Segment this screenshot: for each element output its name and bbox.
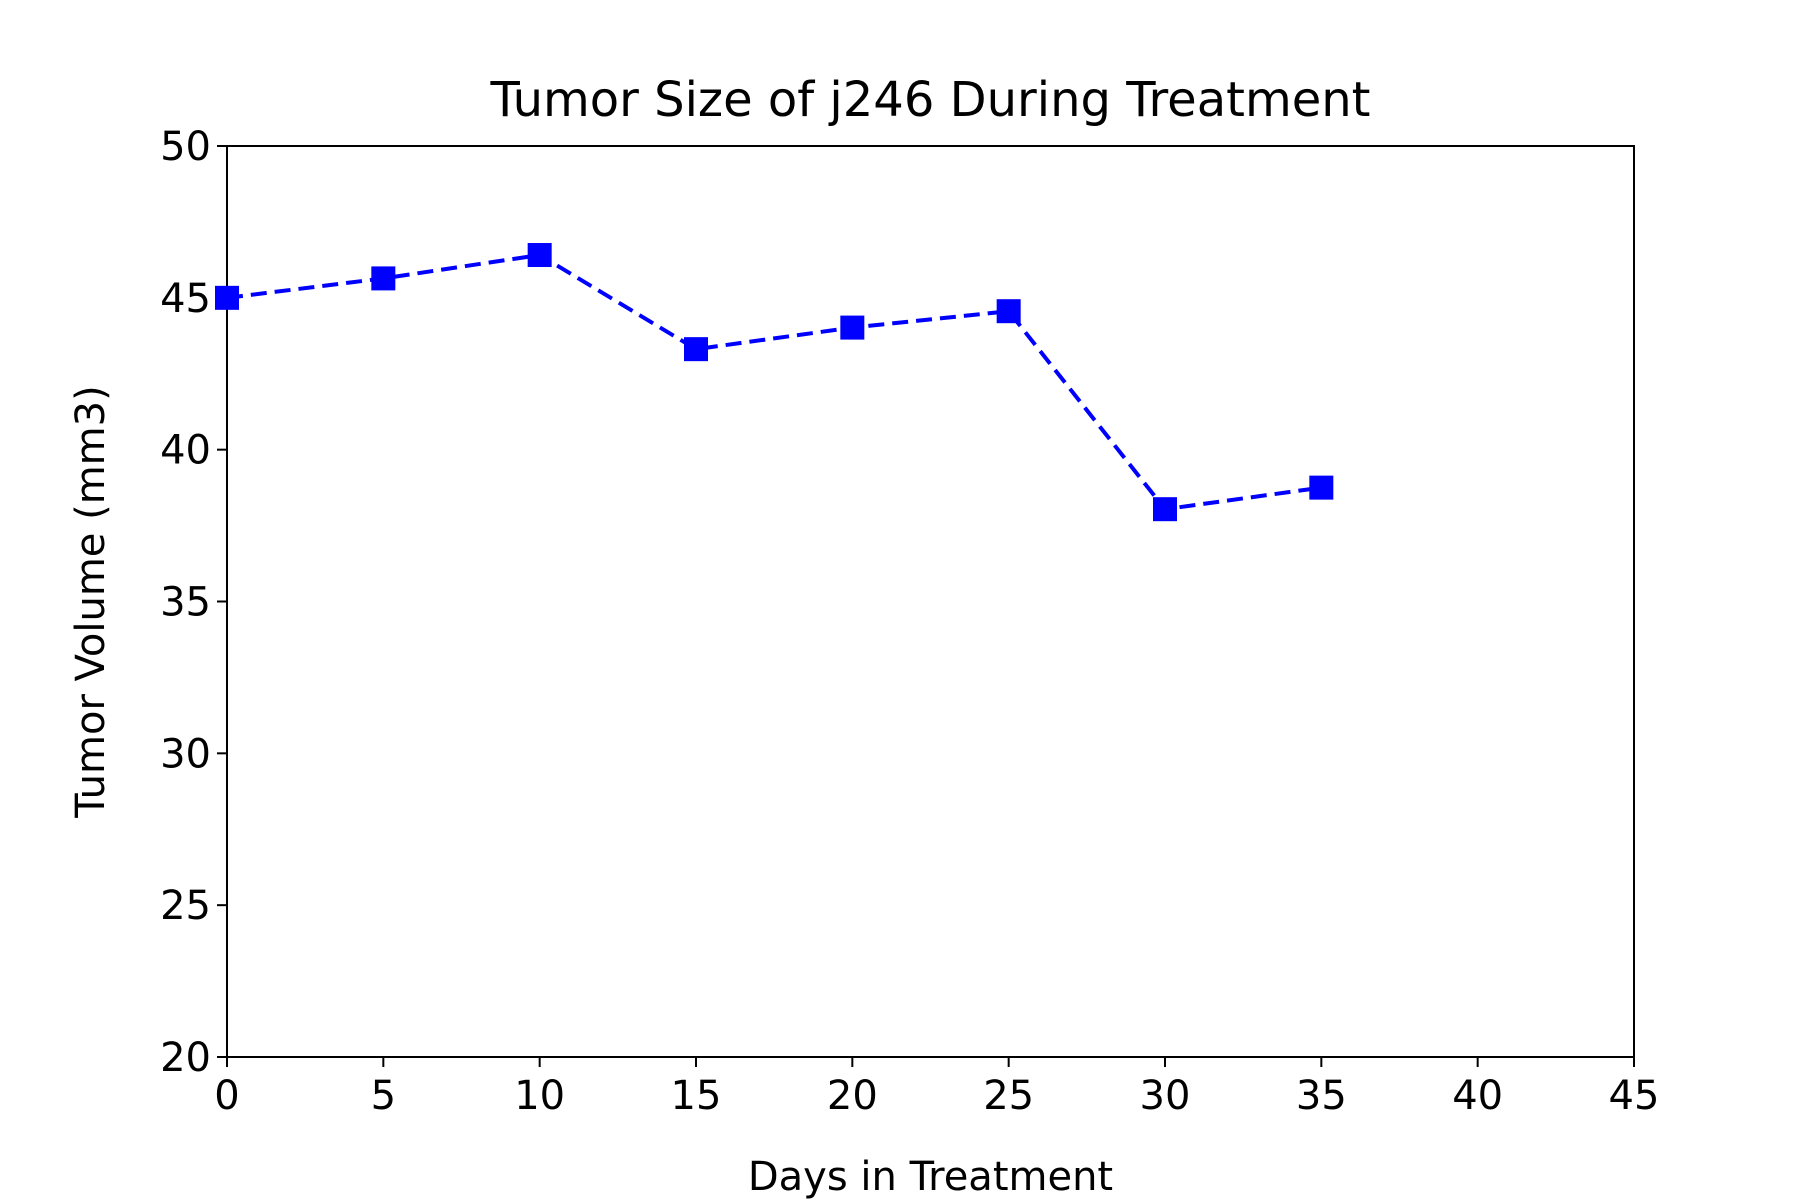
y-tick-label: 30 <box>160 731 211 777</box>
series-layer <box>215 243 1334 522</box>
data-point-marker <box>1153 497 1177 522</box>
data-point-marker <box>684 337 708 362</box>
data-point-marker <box>215 285 239 310</box>
x-axis-label: Days in Treatment <box>748 1154 1113 1200</box>
x-tick-label: 5 <box>371 1073 396 1119</box>
data-point-marker <box>840 315 865 340</box>
y-axis-label: Tumor Volume (mm3) <box>68 385 114 818</box>
x-tick-label: 25 <box>983 1073 1034 1119</box>
y-tick-label: 45 <box>160 276 211 322</box>
y-tick-label: 20 <box>160 1035 211 1081</box>
data-point-marker <box>996 299 1021 324</box>
x-axis-ticks: 0 5 10 15 20 25 30 35 40 45 <box>214 1057 1659 1119</box>
x-tick-label: 40 <box>1452 1073 1503 1119</box>
x-tick-label: 15 <box>671 1073 722 1119</box>
data-point-marker <box>1309 475 1334 500</box>
y-tick-label: 40 <box>160 428 211 474</box>
x-tick-label: 10 <box>514 1073 565 1119</box>
y-axis-ticks: 20 25 30 35 40 45 50 <box>160 124 227 1081</box>
y-tick-label: 50 <box>160 124 211 170</box>
chart-title: Tumor Size of j246 During Treatment <box>490 72 1371 128</box>
x-tick-label: 30 <box>1140 1073 1191 1119</box>
data-point-marker <box>527 243 552 268</box>
series-line <box>226 252 1322 512</box>
x-tick-label: 20 <box>827 1073 878 1119</box>
y-tick-label: 25 <box>160 883 211 929</box>
y-tick-label: 35 <box>160 580 211 626</box>
x-tick-label: 35 <box>1296 1073 1347 1119</box>
x-tick-label: 0 <box>214 1073 239 1119</box>
data-point-marker <box>371 266 396 291</box>
x-tick-label: 45 <box>1609 1073 1660 1119</box>
